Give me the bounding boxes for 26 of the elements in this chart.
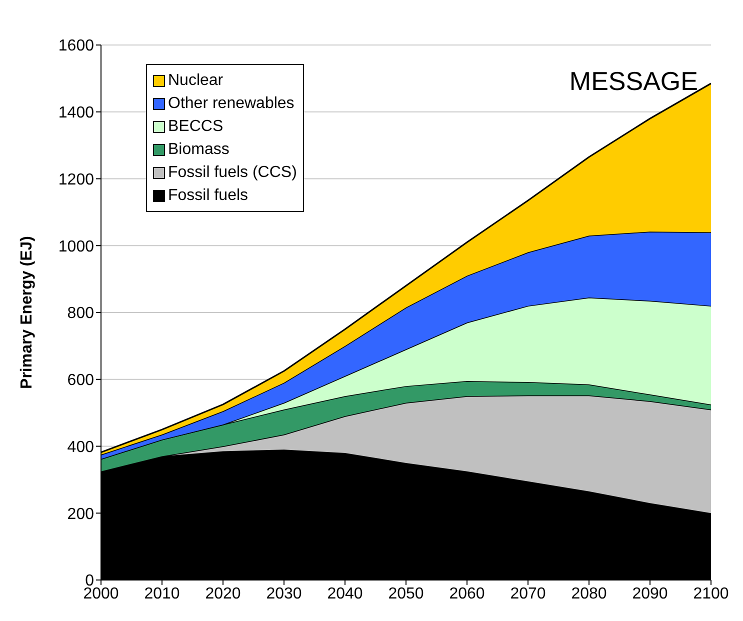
x-tick-label: 2070 xyxy=(510,585,546,602)
y-tick-label: 800 xyxy=(67,305,94,322)
x-tick-label: 2080 xyxy=(571,585,607,602)
y-tick-label: 600 xyxy=(67,372,94,390)
y-axis-title: Primary Energy (EJ) xyxy=(18,236,36,389)
legend-label: Fossil fuels xyxy=(168,186,248,206)
x-tick-label: 2100 xyxy=(693,585,729,602)
y-tick-label: 1400 xyxy=(58,104,94,122)
annotation: MESSAGE xyxy=(569,66,698,97)
x-tick-label: 2050 xyxy=(388,585,424,602)
x-tick-label: 2010 xyxy=(144,585,180,602)
x-tick-label: 2040 xyxy=(327,585,363,602)
y-tick-label: 1600 xyxy=(58,38,94,55)
x-tick-label: 2020 xyxy=(205,585,241,602)
legend-label: BECCS xyxy=(168,117,224,137)
x-tick-label: 2030 xyxy=(266,585,302,602)
y-tick-label: 1000 xyxy=(58,238,94,256)
y-tick-label: 1200 xyxy=(58,171,94,188)
legend-label: Fossil fuels (CCS) xyxy=(168,163,297,183)
y-tick-label: 400 xyxy=(67,438,94,456)
legend-label: Biomass xyxy=(168,140,230,160)
x-tick-label: 2090 xyxy=(632,585,668,602)
legend-label: Other renewables xyxy=(168,94,294,114)
x-tick-label: 2060 xyxy=(449,585,485,602)
y-tick-label: 200 xyxy=(67,506,94,523)
legend-label: Nuclear xyxy=(168,71,224,91)
